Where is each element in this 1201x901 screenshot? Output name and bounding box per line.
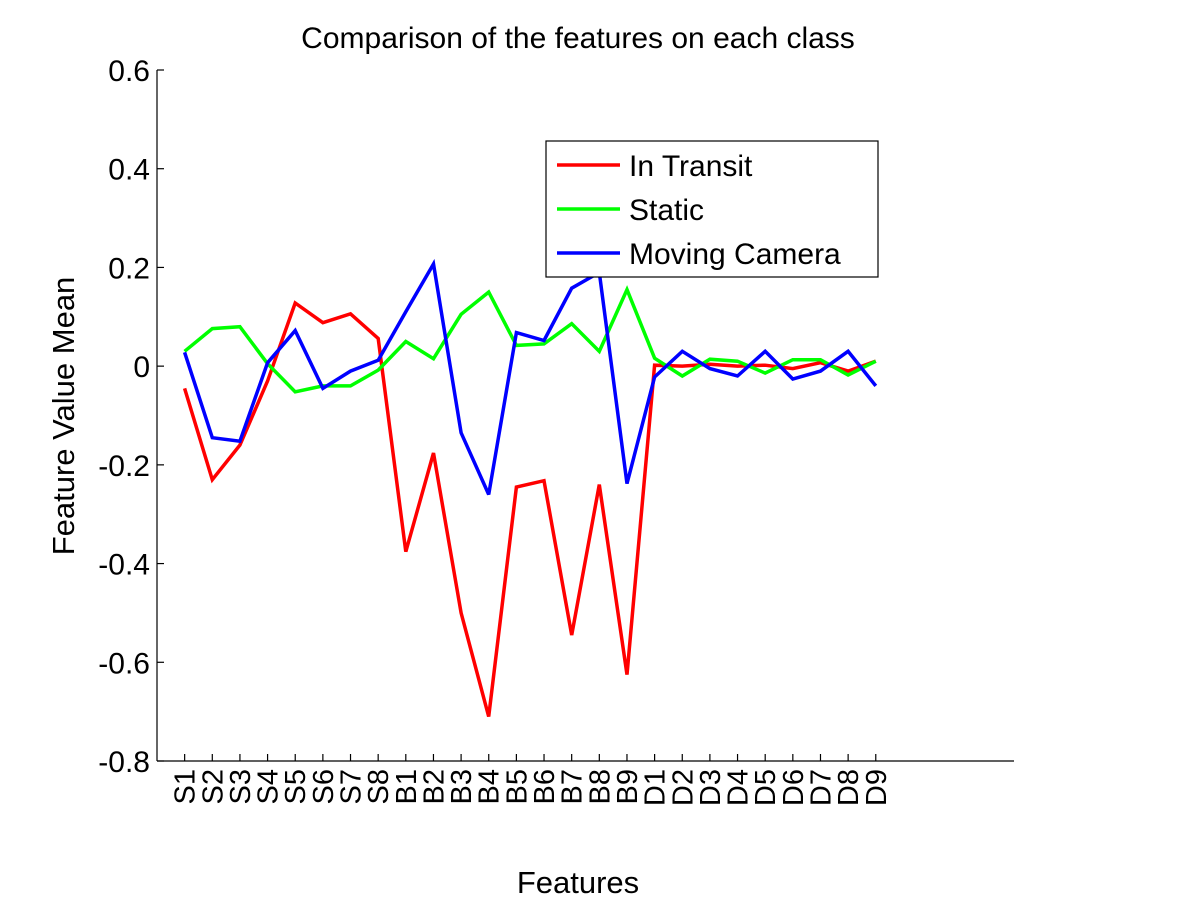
x-tick-label: B7	[557, 769, 589, 804]
x-tick-label: D6	[778, 769, 810, 806]
x-tick-label: B5	[501, 769, 533, 804]
axes	[156, 70, 1014, 762]
x-tick-label: D3	[695, 769, 727, 806]
x-tick-label: B4	[474, 769, 506, 804]
y-tick-label: 0	[133, 351, 150, 384]
series-line-in-transit	[182, 300, 877, 718]
series-line-moving-camera	[182, 258, 878, 496]
y-axis-title: Feature Value Mean	[46, 277, 81, 556]
x-tick-label: D7	[805, 769, 837, 806]
x-tick-label: D8	[833, 769, 865, 806]
y-tick-label: 0.6	[108, 55, 150, 88]
x-tick-label: B1	[391, 769, 423, 804]
x-tick-label: D2	[667, 769, 699, 806]
y-tick-label: -0.6	[98, 647, 150, 680]
x-tick-label: D4	[723, 769, 755, 806]
y-ticks: 0.6 0.4 0.2 0 -0.2 -0.4 -0.6 -0.8	[98, 55, 164, 779]
y-tick-label: 0.4	[108, 154, 150, 187]
y-tick-label: -0.4	[98, 549, 150, 582]
x-tick-label: D1	[640, 769, 672, 806]
y-tick-label: -0.2	[98, 450, 150, 483]
x-tick-label: S2	[197, 769, 229, 804]
legend-label-moving-camera: Moving Camera	[629, 238, 841, 271]
x-ticks: S1S2S3S4S5S6S7S8B1B2B3B4B5B6B7B8B9D1D2D3…	[170, 754, 893, 806]
x-tick-label: B2	[418, 769, 450, 804]
legend-label-in-transit: In Transit	[629, 150, 753, 183]
x-tick-label: S8	[363, 769, 395, 804]
y-tick-label: 0.2	[108, 252, 150, 285]
x-tick-label: B8	[584, 769, 616, 804]
x-tick-label: D5	[750, 769, 782, 806]
series-line-static	[183, 285, 877, 394]
x-tick-label: S5	[280, 769, 312, 804]
x-tick-label: B6	[529, 769, 561, 804]
x-tick-label: S1	[170, 769, 202, 804]
series-lines	[182, 258, 878, 718]
x-tick-label: S7	[336, 769, 368, 804]
x-tick-label: S3	[225, 769, 257, 804]
x-tick-label: S6	[308, 769, 340, 804]
chart-title: Comparison of the features on each class	[301, 22, 855, 55]
x-tick-label: D9	[861, 769, 893, 806]
x-axis-title: Features	[517, 865, 639, 900]
x-tick-label: S4	[253, 769, 285, 804]
legend: In Transit Static Moving Camera	[545, 140, 879, 278]
legend-label-static: Static	[629, 194, 704, 227]
x-tick-label: B9	[612, 769, 644, 804]
x-tick-label: B3	[446, 769, 478, 804]
y-tick-label: -0.8	[98, 746, 150, 779]
